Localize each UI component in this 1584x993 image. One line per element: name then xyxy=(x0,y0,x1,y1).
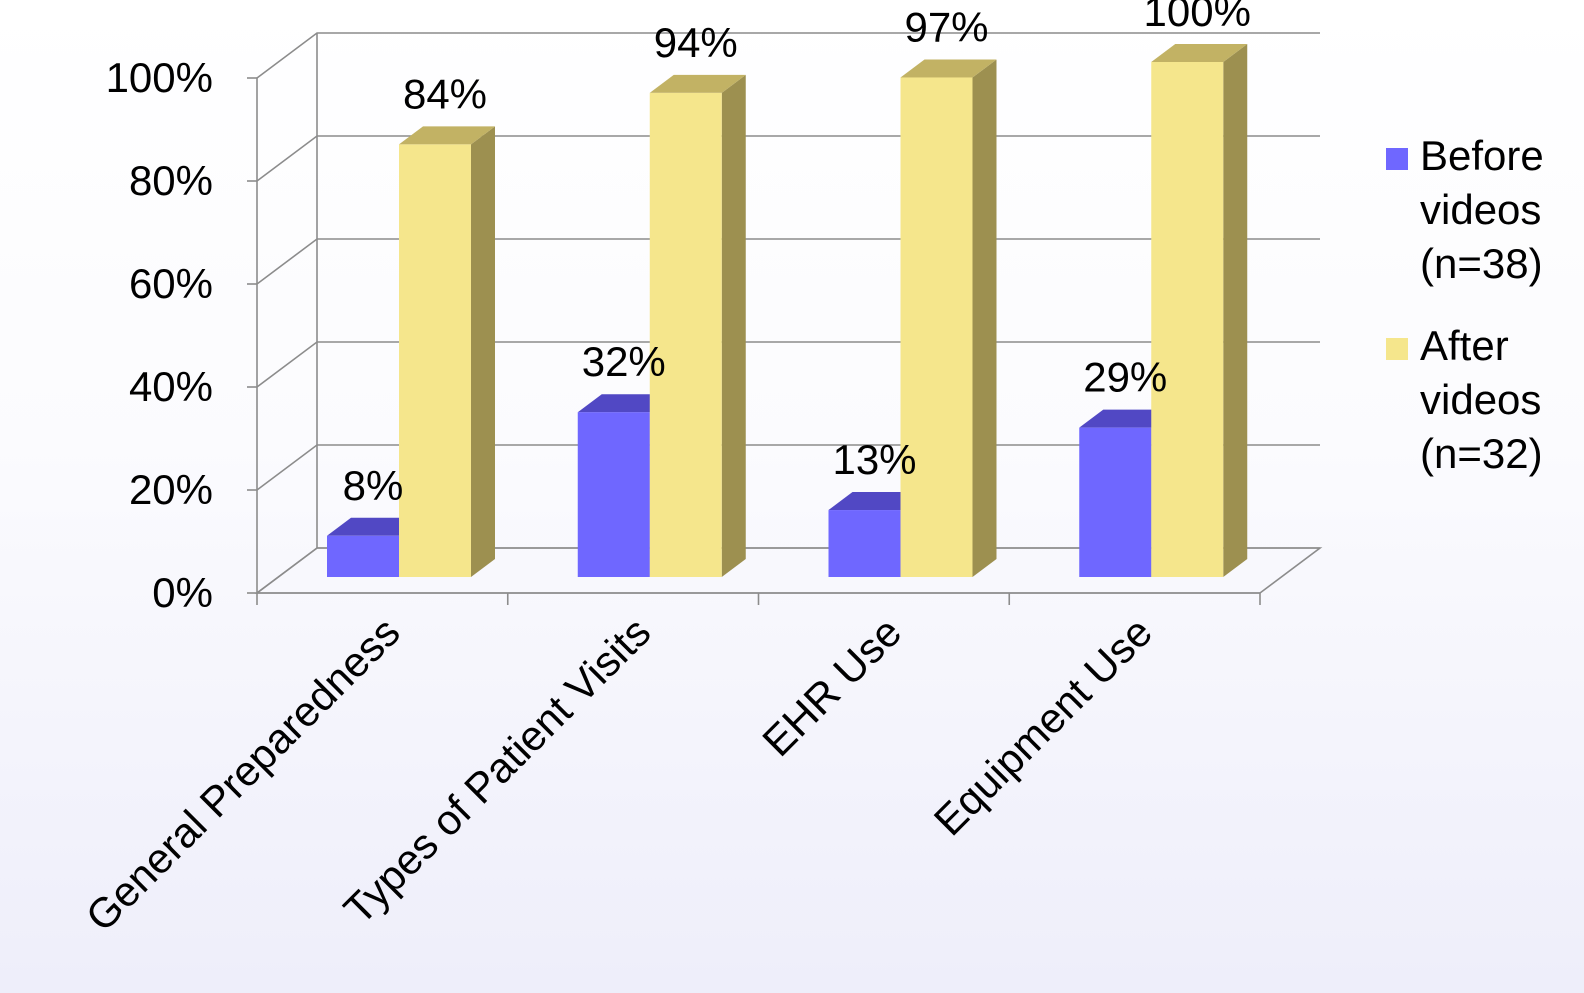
bar-front xyxy=(1151,62,1224,577)
data-label: 94% xyxy=(654,19,738,66)
bar-front xyxy=(577,412,650,577)
legend-item-after-videos-n-32: After videos (n=32) xyxy=(1386,322,1543,477)
bar-after-videos-n-32-ehr-use xyxy=(900,59,997,577)
bar-side xyxy=(721,74,746,578)
y-tick-label: 100% xyxy=(106,54,213,101)
data-label: 100% xyxy=(1144,0,1251,35)
bar-after-videos-n-32-general-preparedness xyxy=(399,126,495,578)
y-tick-label: 80% xyxy=(129,157,213,204)
bar-side xyxy=(1223,44,1248,577)
y-tick-label: 40% xyxy=(129,363,213,410)
data-label: 8% xyxy=(343,462,404,509)
bar-front xyxy=(649,92,722,578)
legend-swatch xyxy=(1386,338,1408,360)
bar-front xyxy=(1079,427,1152,577)
data-label: 84% xyxy=(403,70,487,117)
bar-top xyxy=(900,59,997,78)
y-tick-label: 60% xyxy=(129,260,213,307)
bar-front xyxy=(900,77,973,577)
data-label: 97% xyxy=(904,3,988,50)
legend-item-before-videos-n-38: Before videos (n=38) xyxy=(1386,132,1544,287)
legend: Before videos (n=38) After videos (n=32) xyxy=(1386,132,1544,477)
bars xyxy=(327,44,1248,578)
bar-top xyxy=(649,74,746,93)
bar-after-videos-n-32-types-of-patient-visits xyxy=(649,74,746,578)
bar-top xyxy=(1151,44,1248,62)
bar-side xyxy=(972,59,997,577)
data-label: 32% xyxy=(582,338,666,385)
data-labels: 8% 84% 32% 94% 13% 97% 29% 100% xyxy=(343,0,1251,509)
legend-label: Before videos (n=38) xyxy=(1420,132,1544,287)
bar-front xyxy=(399,144,471,577)
bar-front xyxy=(327,535,399,577)
data-label: 13% xyxy=(832,436,916,483)
x-tick-label-ehr-use: EHR Use xyxy=(753,608,910,765)
legend-label: After videos (n=32) xyxy=(1420,322,1543,477)
y-tick-labels: 0% 20% 40% 60% 80% 100% xyxy=(106,54,213,616)
bar-front xyxy=(828,510,901,577)
legend-swatch xyxy=(1386,148,1408,170)
y-tick-label: 0% xyxy=(152,569,213,616)
data-label: 29% xyxy=(1083,354,1167,401)
x-tick-label-equipment-use: Equipment Use xyxy=(925,608,1161,844)
bar-after-videos-n-32-equipment-use xyxy=(1151,44,1248,577)
axes xyxy=(247,33,1261,605)
y-tick-label: 20% xyxy=(129,466,213,513)
bar-top xyxy=(399,126,495,145)
bar-side xyxy=(471,126,495,578)
